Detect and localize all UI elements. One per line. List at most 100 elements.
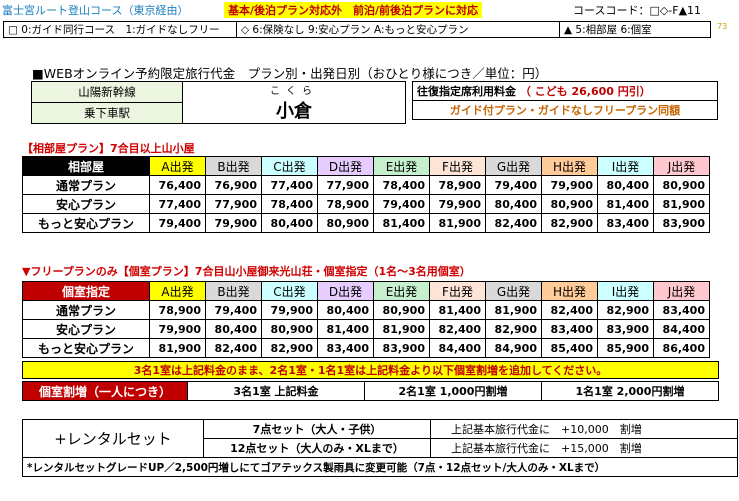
table-row: 安心プラン 77,400 77,900 78,400 78,900 79,400… [22,194,710,214]
price-cell: 81,900 [373,319,430,339]
col-e: E出発 [373,281,430,301]
page-number: 73 [717,22,728,31]
page-title: ■WEBオンライン予約限定旅行代金 プラン別・出発日別（おひとり様につき／単位：… [32,66,548,81]
col-e: E出発 [373,156,430,176]
price-cell: 82,900 [485,319,542,339]
col-b: B出発 [205,281,262,301]
table-row: もっと安心プラン 81,900 82,400 82,900 83,400 83,… [22,338,710,358]
private-room-table: 個室指定 A出発 B出発 C出発 D出発 E出発 F出発 G出発 H出発 I出発… [22,281,710,358]
rental-seven: 7点セット（大人・子供） [203,419,431,439]
price-cell: 77,400 [149,194,206,214]
board-label: 乗下車駅 [31,102,183,124]
col-g: G出発 [485,281,542,301]
header-bar: 富士宮ルート登山コース（東京経由） 基本/後泊プラン対応外 前泊/前後泊プランに… [2,2,701,18]
row-label: 通常プラン [22,175,150,195]
surcharge-label: 個室割増（一人につき） [22,381,188,401]
price-cell: 84,400 [429,338,486,358]
surcharge-two: 2名1室 1,000円割増 [364,381,542,401]
legend-guide: □ 0:ガイド同行コース 1:ガイドなしフリー [3,21,237,38]
price-cell: 80,900 [373,300,430,320]
price-cell: 78,900 [317,194,374,214]
col-i: I出発 [597,281,654,301]
price-cell: 80,400 [597,175,654,195]
price-cell: 79,400 [149,213,206,233]
price-cell: 84,900 [485,338,542,358]
fare-child: （ こども 26,600 円引） [519,85,651,98]
price-cell: 82,900 [261,338,318,358]
row-label: 安心プラン [22,319,150,339]
price-cell: 83,400 [317,338,374,358]
route-title: 富士宮ルート登山コース（東京経由） [2,4,189,17]
surcharge-three: 3名1室 上記料金 [187,381,365,401]
col-h: H出発 [541,156,598,176]
rental-seven-text: 上記基本旅行代金に +10,000 割増 [430,419,738,439]
price-cell: 83,900 [653,213,710,233]
col-h: H出発 [541,281,598,301]
price-cell: 85,400 [541,338,598,358]
col-a: A出発 [149,156,206,176]
price-cell: 78,900 [149,300,206,320]
private-section-title: ▼フリープランのみ【個室プラン】7合目山小屋御来光山荘・個室指定（1名～3名用個… [22,265,471,278]
row-label: もっと安心プラン [22,338,150,358]
row-label: 通常プラン [22,300,150,320]
price-cell: 77,900 [317,175,374,195]
price-cell: 78,400 [373,175,430,195]
col-c: C出発 [261,281,318,301]
rental-label: +レンタルセット [22,419,204,458]
price-cell: 76,900 [205,175,262,195]
price-cell: 82,400 [485,213,542,233]
price-cell: 83,400 [541,319,598,339]
col-j: J出発 [653,281,710,301]
legend-room: ▲ 5:相部屋 6:個室 [559,21,711,38]
shared-section-title: 【相部屋プラン】7合目以上山小屋 [22,142,195,155]
price-cell: 83,400 [597,213,654,233]
price-cell: 83,400 [653,300,710,320]
price-cell: 81,900 [429,213,486,233]
price-cell: 82,400 [429,319,486,339]
table-row: もっと安心プラン 79,400 79,900 80,400 80,900 81,… [22,213,710,233]
fare-note: ガイド付プラン・ガイドなしフリープラン同額 [412,100,718,120]
rental-note: *レンタルセットグレードUP／2,500円増しにてゴアテックス製雨具に変更可能（… [22,457,738,477]
rental-table: +レンタルセット 7点セット（大人・子供） 上記基本旅行代金に +10,000 … [22,419,738,477]
shared-room-table: 相部屋 A出発 B出発 C出発 D出発 E出発 F出発 G出発 H出発 I出発 … [22,156,710,233]
rental-twelve-text: 上記基本旅行代金に +15,000 割増 [430,438,738,458]
col-g: G出発 [485,156,542,176]
price-cell: 80,900 [541,194,598,214]
price-cell: 80,900 [653,175,710,195]
price-cell: 80,900 [317,213,374,233]
price-cell: 81,400 [597,194,654,214]
col-a: A出発 [149,281,206,301]
room-note: 3名1室は上記料金のまま、2名1室・1名1室は上記料金より以下個室割増を追加して… [22,361,719,379]
price-cell: 79,900 [541,175,598,195]
price-cell: 77,400 [261,175,318,195]
col-d: D出発 [317,156,374,176]
code-legend: □ 0:ガイド同行コース 1:ガイドなしフリー ◇ 6:保険なし 9:安心プラン… [3,21,711,38]
price-cell: 78,900 [429,175,486,195]
private-header-label: 個室指定 [22,281,150,301]
price-cell: 79,400 [373,194,430,214]
price-cell: 79,900 [261,300,318,320]
col-f: F出発 [429,156,486,176]
station-name: 小倉 [276,101,312,122]
price-cell: 82,400 [205,338,262,358]
col-c: C出発 [261,156,318,176]
price-cell: 77,900 [205,194,262,214]
row-label: もっと安心プラン [22,213,150,233]
table-row: 安心プラン 79,900 80,400 80,900 81,400 81,900… [22,319,710,339]
price-cell: 83,900 [373,338,430,358]
station-furigana: こくら [270,86,318,97]
col-j: J出発 [653,156,710,176]
col-b: B出発 [205,156,262,176]
price-cell: 81,400 [317,319,374,339]
price-cell: 81,400 [429,300,486,320]
legend-insurance: ◇ 6:保険なし 9:安心プラン A:もっと安心プラン [236,21,560,38]
fare-label: 往復指定席利用料金 [417,85,516,98]
price-cell: 86,400 [653,338,710,358]
shared-header-label: 相部屋 [22,156,150,176]
rental-twelve: 12点セット（大人のみ・XLまで） [203,438,431,458]
price-cell: 82,900 [541,213,598,233]
price-cell: 80,400 [261,213,318,233]
price-cell: 80,400 [485,194,542,214]
price-cell: 79,400 [485,175,542,195]
price-cell: 79,900 [429,194,486,214]
